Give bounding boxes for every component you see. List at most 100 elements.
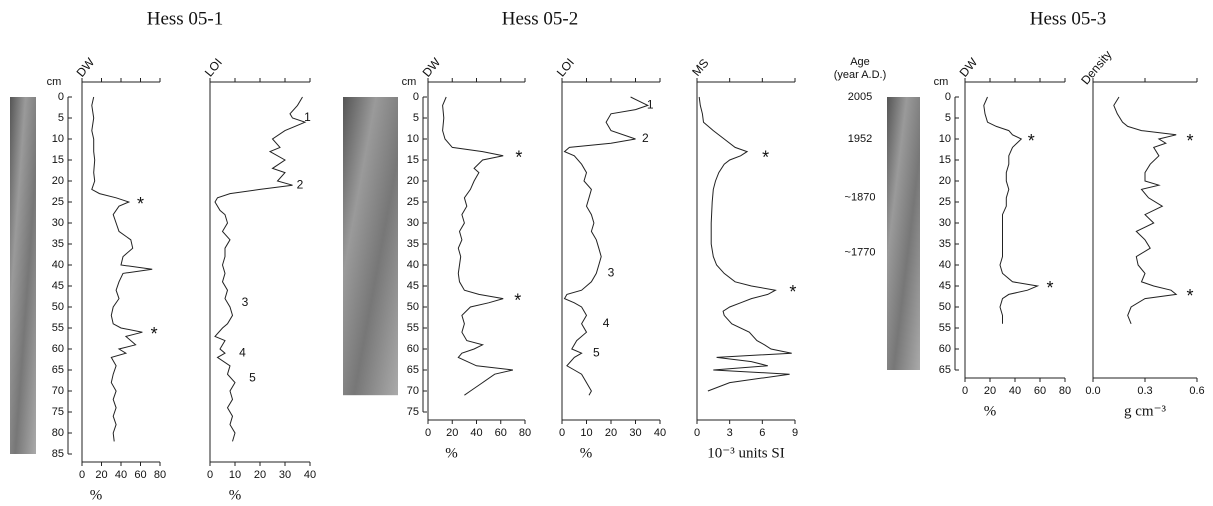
x-tick-label: 20 bbox=[984, 385, 996, 397]
x-axis-label: 10⁻³ units SI bbox=[707, 445, 784, 461]
profile-line bbox=[214, 96, 307, 442]
group-title: Hess 05-1 bbox=[147, 8, 224, 29]
depth-tick-label: 40 bbox=[407, 259, 419, 271]
depth-axis-label: cm bbox=[402, 76, 417, 88]
depth-tick-label: 65 bbox=[939, 364, 951, 376]
depth-tick-label: 5 bbox=[413, 112, 419, 124]
annotation: * bbox=[1187, 131, 1194, 151]
x-tick-label: 20 bbox=[254, 469, 266, 481]
depth-tick-label: 45 bbox=[52, 280, 64, 292]
depth-tick-label: 0 bbox=[58, 91, 64, 103]
depth-tick-label: 45 bbox=[407, 280, 419, 292]
x-tick-label: 60 bbox=[495, 427, 507, 439]
x-tick-label: 40 bbox=[470, 427, 482, 439]
depth-tick-label: 70 bbox=[407, 385, 419, 397]
annotation: * bbox=[514, 290, 521, 310]
annotation: * bbox=[1046, 278, 1053, 298]
x-tick-label: 60 bbox=[134, 469, 146, 481]
x-axis-label: g cm⁻³ bbox=[1124, 403, 1166, 419]
x-tick-label: 0.3 bbox=[1137, 385, 1152, 397]
core-image bbox=[10, 97, 36, 454]
depth-tick-label: 45 bbox=[939, 280, 951, 292]
x-tick-label: 80 bbox=[1059, 385, 1071, 397]
annotation: 2 bbox=[642, 131, 649, 145]
x-axis-label: % bbox=[580, 445, 593, 461]
age-label: ~1770 bbox=[845, 246, 876, 258]
x-tick-label: 40 bbox=[304, 469, 316, 481]
x-tick-label: 10 bbox=[580, 427, 592, 439]
depth-tick-label: 65 bbox=[407, 364, 419, 376]
profile-line bbox=[91, 96, 153, 442]
depth-tick-label: 25 bbox=[52, 196, 64, 208]
panel-title: DW bbox=[74, 55, 98, 80]
panel-title: LOI bbox=[554, 56, 577, 80]
x-tick-label: 40 bbox=[654, 427, 666, 439]
depth-tick-label: 0 bbox=[945, 91, 951, 103]
depth-tick-label: 50 bbox=[939, 301, 951, 313]
depth-tick-label: 10 bbox=[407, 133, 419, 145]
depth-tick-label: 5 bbox=[58, 112, 64, 124]
annotation: * bbox=[1028, 131, 1035, 151]
annotation: 1 bbox=[304, 110, 311, 124]
depth-axis-label: cm bbox=[934, 76, 949, 88]
x-tick-label: 10 bbox=[229, 469, 241, 481]
profile-line bbox=[563, 96, 650, 396]
x-tick-label: 0 bbox=[694, 427, 700, 439]
depth-tick-label: 80 bbox=[52, 427, 64, 439]
x-tick-label: 3 bbox=[727, 427, 733, 439]
depth-tick-label: 35 bbox=[939, 238, 951, 250]
annotation: 5 bbox=[249, 371, 256, 385]
x-tick-label: 30 bbox=[279, 469, 291, 481]
panel-title: Density bbox=[1078, 48, 1114, 88]
depth-tick-label: 65 bbox=[52, 364, 64, 376]
annotation: * bbox=[151, 324, 158, 344]
age-label: ~1870 bbox=[845, 192, 876, 204]
depth-tick-label: 10 bbox=[939, 133, 951, 145]
annotation: 1 bbox=[647, 98, 654, 112]
depth-tick-label: 35 bbox=[52, 238, 64, 250]
depth-tick-label: 0 bbox=[413, 91, 419, 103]
age-label: 1952 bbox=[848, 133, 872, 145]
depth-tick-label: 75 bbox=[407, 406, 419, 418]
profile-line bbox=[698, 96, 792, 392]
x-tick-label: 20 bbox=[446, 427, 458, 439]
panel-title: DW bbox=[957, 55, 981, 80]
depth-tick-label: 5 bbox=[945, 112, 951, 124]
annotation: * bbox=[515, 148, 522, 168]
depth-tick-label: 55 bbox=[52, 322, 64, 334]
depth-tick-label: 20 bbox=[939, 175, 951, 187]
depth-tick-label: 15 bbox=[939, 154, 951, 166]
x-axis-label: % bbox=[90, 487, 103, 503]
profile-line bbox=[983, 96, 1040, 324]
depth-axis-label: cm bbox=[47, 76, 62, 88]
x-tick-label: 0 bbox=[559, 427, 565, 439]
panel-title: MS bbox=[689, 56, 711, 79]
depth-tick-label: 30 bbox=[939, 217, 951, 229]
x-axis-label: % bbox=[445, 445, 458, 461]
depth-tick-label: 60 bbox=[407, 343, 419, 355]
depth-tick-label: 60 bbox=[52, 343, 64, 355]
x-tick-label: 9 bbox=[792, 427, 798, 439]
group-title: Hess 05-2 bbox=[502, 8, 579, 29]
x-tick-label: 60 bbox=[1034, 385, 1046, 397]
depth-tick-label: 55 bbox=[407, 322, 419, 334]
annotation: 4 bbox=[239, 345, 246, 359]
x-tick-label: 0 bbox=[425, 427, 431, 439]
annotation: 4 bbox=[603, 316, 610, 330]
profile-line bbox=[442, 96, 514, 396]
depth-tick-label: 10 bbox=[52, 133, 64, 145]
depth-tick-label: 40 bbox=[52, 259, 64, 271]
depth-tick-label: 55 bbox=[939, 322, 951, 334]
depth-tick-label: 35 bbox=[407, 238, 419, 250]
core-image bbox=[887, 97, 920, 370]
x-tick-label: 80 bbox=[154, 469, 166, 481]
annotation: * bbox=[1187, 286, 1194, 306]
x-tick-label: 0.6 bbox=[1189, 385, 1204, 397]
depth-tick-label: 15 bbox=[407, 154, 419, 166]
x-tick-label: 0 bbox=[962, 385, 968, 397]
depth-tick-label: 25 bbox=[939, 196, 951, 208]
x-tick-label: 40 bbox=[1009, 385, 1021, 397]
depth-tick-label: 50 bbox=[52, 301, 64, 313]
annotation: 2 bbox=[297, 177, 304, 191]
